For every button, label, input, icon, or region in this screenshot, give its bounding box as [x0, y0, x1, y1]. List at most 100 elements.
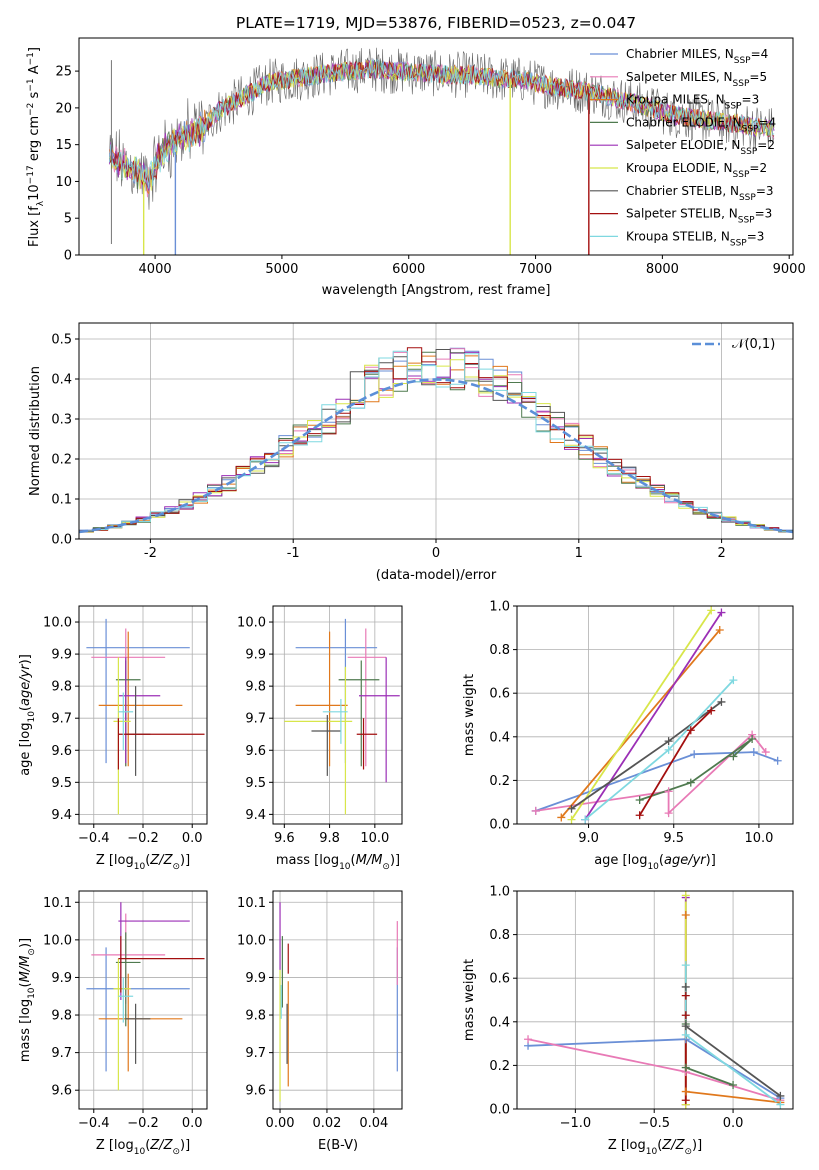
plot-area — [284, 618, 400, 815]
y-tick-label: 15 — [55, 138, 72, 153]
weight-marker — [729, 676, 738, 685]
plot-area — [86, 902, 205, 1091]
x-tick-label: 0.00 — [266, 1116, 295, 1131]
weight-marker — [567, 815, 576, 824]
weight-marker — [686, 778, 695, 787]
x-tick-label: 5000 — [265, 262, 298, 277]
plot-area — [86, 618, 205, 815]
weight-marker — [681, 961, 690, 970]
weight-marker — [664, 809, 673, 818]
y-tick-label: 0.6 — [489, 972, 510, 987]
y-tick-label: 0.2 — [489, 774, 510, 789]
y-tick-label: 9.8 — [245, 680, 266, 695]
x-tick-label: -2 — [144, 546, 157, 561]
weight-marker — [635, 796, 644, 805]
weight-marker — [681, 1030, 690, 1039]
plot-area — [79, 347, 793, 535]
x-tick-label: −0.5 — [638, 1116, 670, 1131]
weight-marker — [748, 734, 757, 743]
weight-marker — [681, 1022, 690, 1031]
weight-marker — [707, 606, 716, 615]
y-tick-label: 5 — [64, 212, 72, 227]
y-tick-label: 0.0 — [489, 818, 510, 833]
mass-vs-metallicity-panel: −0.4 −0.2 0.0 9.6 9.7 9.8 9.9 10.0 10.1 Z [log10(… — [18, 890, 208, 1157]
weight-marker — [681, 1087, 690, 1096]
axes-frame — [272, 605, 403, 825]
y-tick-label: 9.9 — [245, 648, 266, 663]
legend-label: Chabrier ELODIE, NSSP=4 — [626, 115, 776, 134]
residual-histogram-panel: -2 -1 0 1 2 0.0 0.1 0.2 0.3 0.4 0.5 𝒩(0,1) (data-mod… — [28, 322, 794, 583]
y-tick-label: 9.9 — [51, 648, 72, 663]
y-tick-label: 0.6 — [489, 687, 510, 702]
y-tick-label: 1.0 — [489, 885, 510, 900]
x-tick-label: 4000 — [139, 262, 172, 277]
weight-marker — [581, 815, 590, 824]
weight-marker — [729, 1081, 738, 1090]
weight-marker — [690, 750, 699, 759]
legend-label: Chabrier STELIB, NSSP=3 — [626, 184, 774, 203]
y-tick-label: 9.8 — [51, 1009, 72, 1024]
y-tick-label: 0.0 — [489, 1103, 510, 1118]
x-tick-label: 9000 — [773, 262, 806, 277]
x-axis-label: age [log10(age/yr)] — [594, 853, 716, 872]
axes-frame — [78, 37, 794, 256]
legend-label: Chabrier MILES, NSSP=4 — [626, 47, 768, 66]
x-tick-label: 1 — [575, 546, 583, 561]
y-axis-label: age [log10(age/yr)] — [18, 654, 37, 776]
legend-label: Kroupa MILES, NSSP=3 — [626, 93, 759, 112]
x-tick-label: 10.0 — [744, 831, 773, 846]
weight-line — [560, 629, 721, 819]
x-tick-label: −1.0 — [560, 1116, 592, 1131]
y-tick-label: 0.5 — [51, 333, 72, 348]
x-tick-label: 8000 — [646, 262, 679, 277]
y-tick-label: 20 — [55, 101, 72, 116]
x-axis-label: E(B-V) — [318, 1138, 358, 1153]
x-tick-label: 7000 — [519, 262, 552, 277]
y-tick-label: 9.4 — [51, 808, 72, 823]
weight-marker — [729, 752, 738, 761]
weight-line — [584, 612, 723, 821]
weight-vs-metallicity-panel: −1.0 −0.5 0.0 0.0 0.2 0.4 0.6 0.8 1.0 Z [log10(Z/… — [462, 885, 794, 1157]
mass-vs-ebv-panel: 0.00 0.02 0.04 9.6 9.7 9.8 9.9 10.0 10.1 E(B-V) — [237, 890, 403, 1153]
x-tick-label: 9.5 — [663, 831, 684, 846]
y-tick-label: 0.1 — [51, 493, 72, 508]
y-tick-label: 10.0 — [237, 616, 266, 631]
x-tick-label: 0.02 — [312, 1116, 341, 1131]
x-tick-label: -1 — [287, 546, 300, 561]
weight-line — [639, 738, 753, 801]
y-tick-label: 9.7 — [51, 1046, 72, 1061]
x-tick-label: 0.0 — [182, 831, 203, 846]
weight-marker — [761, 748, 770, 757]
y-tick-label: 9.8 — [51, 680, 72, 695]
y-tick-label: 0.2 — [489, 1059, 510, 1074]
axes-frame — [272, 890, 403, 1110]
y-tick-label: 9.9 — [51, 971, 72, 986]
weight-line — [535, 751, 779, 812]
y-tick-label: 9.7 — [245, 1046, 266, 1061]
weight-marker — [681, 1011, 690, 1020]
x-tick-label: 10.0 — [360, 831, 389, 846]
legend-label: Salpeter MILES, NSSP=5 — [626, 70, 767, 89]
y-tick-label: 0.8 — [489, 643, 510, 658]
y-axis-label: Normed distribution — [28, 366, 43, 496]
y-tick-label: 9.6 — [245, 1084, 266, 1099]
weight-marker — [707, 706, 716, 715]
x-tick-label: 9.0 — [578, 831, 599, 846]
weight-marker — [567, 804, 576, 813]
legend-label: Salpeter STELIB, NSSP=3 — [626, 207, 772, 226]
weight-marker — [681, 891, 690, 900]
x-tick-label: −0.2 — [127, 831, 159, 846]
x-axis-label: wavelength [Angstrom, rest frame] — [322, 283, 551, 298]
weight-marker — [717, 697, 726, 706]
y-tick-label: 9.5 — [245, 776, 266, 791]
y-tick-label: 9.6 — [245, 744, 266, 759]
weight-marker — [531, 806, 540, 815]
y-tick-label: 9.6 — [51, 1084, 72, 1099]
y-axis-label: Flux [fλ10−17 erg cm−2 s−1 A−1] — [26, 47, 46, 247]
legend-label: 𝒩(0,1) — [732, 337, 775, 352]
y-tick-label: 25 — [55, 65, 72, 80]
axes-frame — [516, 890, 794, 1110]
x-tick-label: 0.04 — [359, 1116, 388, 1131]
histogram-step — [79, 350, 793, 534]
